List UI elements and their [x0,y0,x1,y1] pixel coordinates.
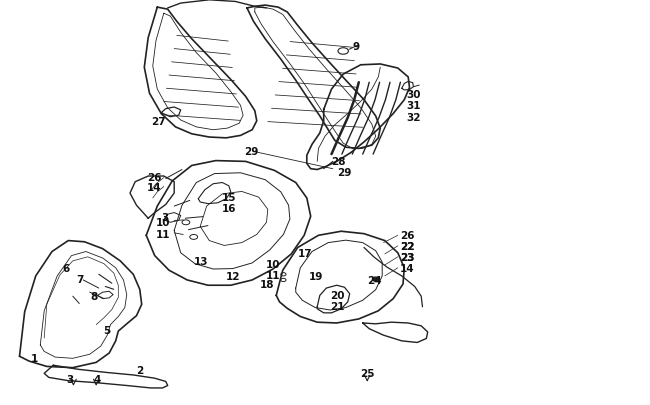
Text: 13: 13 [194,256,208,266]
Text: 14: 14 [400,263,415,273]
Text: 17: 17 [298,248,312,258]
Text: 25: 25 [360,369,374,378]
Text: 3: 3 [66,374,74,384]
Text: 14: 14 [146,182,161,192]
Text: 29: 29 [244,147,259,157]
Text: 6: 6 [62,263,70,273]
Text: 31: 31 [406,101,421,111]
Text: 7: 7 [76,275,83,284]
Text: 12: 12 [226,271,240,281]
Text: 9: 9 [352,42,359,51]
Text: 11: 11 [156,230,170,240]
Text: 3: 3 [162,213,169,223]
Text: 2: 2 [136,366,144,375]
Text: 22: 22 [400,241,414,251]
Text: 28: 28 [332,157,346,167]
Text: 23: 23 [400,252,414,262]
Text: 4: 4 [94,374,101,384]
Text: 11: 11 [266,271,281,280]
Text: 20: 20 [330,290,344,300]
Text: 19: 19 [309,271,323,281]
Text: 21: 21 [330,301,344,311]
Text: 18: 18 [260,279,274,289]
Text: 10: 10 [266,259,281,269]
Text: 27: 27 [151,117,166,126]
Text: 5: 5 [103,325,110,335]
Text: 1: 1 [31,354,38,363]
Text: 10: 10 [156,218,170,228]
Text: 15: 15 [222,193,237,202]
Text: 24: 24 [367,275,382,285]
Text: 22: 22 [400,241,414,251]
Text: 30: 30 [406,90,421,100]
Circle shape [372,277,379,281]
Text: 32: 32 [406,113,421,122]
Text: 23: 23 [400,252,414,262]
Text: 8: 8 [90,292,98,301]
Text: 16: 16 [222,204,237,213]
Text: 26: 26 [400,231,414,241]
Text: 29: 29 [337,168,351,177]
Text: 26: 26 [147,173,161,182]
